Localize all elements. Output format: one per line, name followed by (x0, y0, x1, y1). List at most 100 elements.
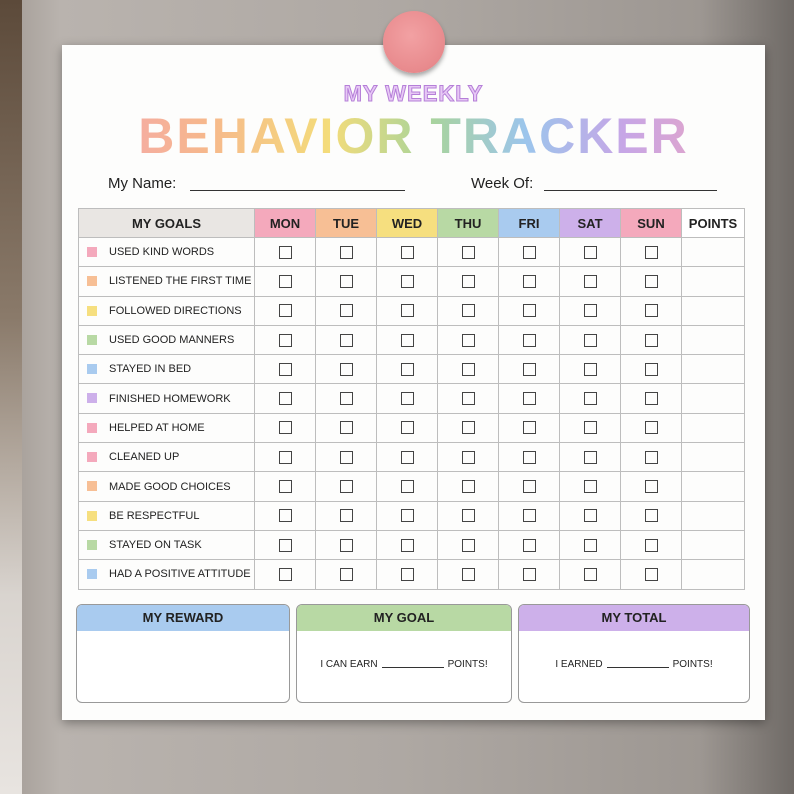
checkbox[interactable] (583, 304, 597, 318)
checkbox[interactable] (278, 392, 292, 406)
goal-row: USED GOOD MANNERS (78, 324, 745, 356)
checkbox[interactable] (522, 509, 536, 523)
checkbox[interactable] (339, 362, 353, 376)
checkbox[interactable] (400, 421, 414, 435)
checkbox[interactable] (522, 567, 536, 581)
checkbox[interactable] (583, 450, 597, 464)
checkbox[interactable] (339, 450, 353, 464)
checkbox[interactable] (461, 509, 475, 523)
day-cell (254, 324, 316, 356)
checkbox[interactable] (583, 509, 597, 523)
checkbox[interactable] (400, 450, 414, 464)
checkbox[interactable] (400, 538, 414, 552)
checkbox[interactable] (278, 274, 292, 288)
checkbox[interactable] (400, 509, 414, 523)
day-cell (376, 324, 438, 356)
checkbox[interactable] (461, 274, 475, 288)
checkbox[interactable] (644, 362, 658, 376)
day-cell (254, 500, 316, 531)
checkbox[interactable] (583, 362, 597, 376)
checkbox[interactable] (339, 480, 353, 494)
checkbox[interactable] (644, 333, 658, 347)
checkbox[interactable] (644, 509, 658, 523)
checkbox[interactable] (400, 333, 414, 347)
checkbox[interactable] (461, 480, 475, 494)
checkbox[interactable] (461, 304, 475, 318)
checkbox[interactable] (583, 392, 597, 406)
checkbox[interactable] (461, 362, 475, 376)
checkbox[interactable] (522, 362, 536, 376)
points-cell (681, 383, 745, 414)
checkbox[interactable] (644, 304, 658, 318)
day-cell (315, 236, 377, 268)
goal-cell: BE RESPECTFUL (78, 500, 255, 531)
checkbox[interactable] (339, 509, 353, 523)
checkbox[interactable] (522, 245, 536, 259)
checkbox[interactable] (339, 333, 353, 347)
checkbox[interactable] (278, 362, 292, 376)
checkbox[interactable] (400, 274, 414, 288)
checkbox[interactable] (339, 567, 353, 581)
checkbox[interactable] (583, 245, 597, 259)
checkbox[interactable] (278, 567, 292, 581)
checkbox[interactable] (278, 538, 292, 552)
checkbox[interactable] (583, 421, 597, 435)
checkbox[interactable] (522, 538, 536, 552)
day-cell (254, 529, 316, 561)
day-cell (254, 266, 316, 297)
checkbox[interactable] (644, 450, 658, 464)
checkbox[interactable] (583, 333, 597, 347)
checkbox[interactable] (400, 567, 414, 581)
checkbox[interactable] (644, 538, 658, 552)
checkbox[interactable] (583, 274, 597, 288)
points-cell (681, 324, 745, 356)
checkbox[interactable] (461, 421, 475, 435)
checkbox[interactable] (644, 421, 658, 435)
checkbox[interactable] (339, 538, 353, 552)
checkbox[interactable] (522, 304, 536, 318)
checkbox[interactable] (461, 538, 475, 552)
checkbox[interactable] (339, 421, 353, 435)
checkbox[interactable] (461, 450, 475, 464)
checkbox[interactable] (400, 362, 414, 376)
checkbox[interactable] (278, 304, 292, 318)
checkbox[interactable] (644, 392, 658, 406)
checkbox[interactable] (278, 333, 292, 347)
checkbox[interactable] (522, 392, 536, 406)
goal-cell: STAYED IN BED (78, 354, 255, 385)
checkbox[interactable] (339, 304, 353, 318)
checkbox[interactable] (461, 245, 475, 259)
checkbox[interactable] (278, 480, 292, 494)
checkbox[interactable] (400, 304, 414, 318)
checkbox[interactable] (461, 392, 475, 406)
checkbox[interactable] (339, 274, 353, 288)
checkbox[interactable] (278, 450, 292, 464)
checkbox[interactable] (461, 567, 475, 581)
checkbox[interactable] (522, 421, 536, 435)
checkbox[interactable] (461, 333, 475, 347)
checkbox[interactable] (644, 480, 658, 494)
checkbox[interactable] (278, 245, 292, 259)
checkbox[interactable] (278, 509, 292, 523)
checkbox[interactable] (339, 392, 353, 406)
checkbox[interactable] (644, 245, 658, 259)
day-cell (620, 471, 682, 502)
checkbox[interactable] (522, 333, 536, 347)
day-cell (498, 324, 560, 356)
day-cell (315, 471, 377, 502)
checkbox[interactable] (522, 450, 536, 464)
day-cell (376, 559, 438, 590)
checkbox[interactable] (400, 245, 414, 259)
checkbox[interactable] (400, 392, 414, 406)
checkbox[interactable] (583, 538, 597, 552)
checkbox[interactable] (583, 480, 597, 494)
day-cell (437, 266, 499, 297)
checkbox[interactable] (522, 274, 536, 288)
checkbox[interactable] (278, 421, 292, 435)
checkbox[interactable] (400, 480, 414, 494)
checkbox[interactable] (583, 567, 597, 581)
checkbox[interactable] (339, 245, 353, 259)
checkbox[interactable] (522, 480, 536, 494)
checkbox[interactable] (644, 567, 658, 581)
checkbox[interactable] (644, 274, 658, 288)
